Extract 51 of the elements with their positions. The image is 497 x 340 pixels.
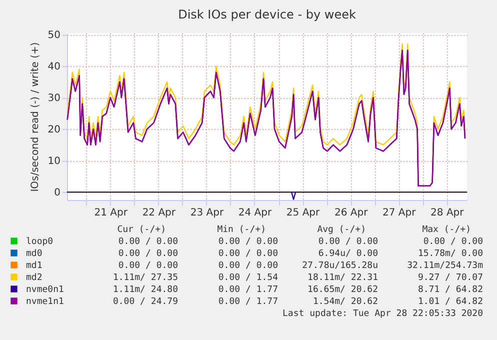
text: 8.71 / 64.82	[418, 285, 483, 295]
legend-label: nvme1n1	[26, 297, 64, 307]
text: 0.00 / 1.54	[218, 273, 278, 283]
text: 32.11m/254.73m	[407, 261, 483, 271]
text: 0.00 / 0.00	[318, 237, 378, 247]
text: 0.00 / 0.00	[218, 261, 278, 271]
text: 0.00 / 1.77	[218, 297, 278, 307]
text: 1.11m/ 27.35	[112, 273, 178, 283]
text: Cur (-/+)	[117, 225, 166, 235]
text: 9.27 / 70.07	[418, 273, 483, 283]
text: 0.00 / 0.00	[423, 237, 483, 247]
text: 0.00 / 0.00	[218, 249, 278, 259]
text: Max (-/+)	[422, 225, 471, 235]
x-tick-label: 21 Apr	[94, 208, 128, 218]
text: 1.54m/ 20.62	[312, 297, 378, 307]
text: 18.11m/ 22.31	[308, 273, 378, 283]
x-tick-label: 26 Apr	[334, 208, 369, 218]
text: 6.94u/ 0.00	[318, 249, 378, 259]
text: 1.01 / 64.82	[418, 297, 483, 307]
text: 0.00 / 0.00	[118, 249, 178, 259]
y-tick-label: 40	[48, 62, 60, 73]
x-tick-label: 22 Apr	[142, 208, 176, 218]
legend-label: loop0	[26, 237, 54, 247]
text: Avg (-/+)	[317, 225, 366, 235]
legend-label: md2	[26, 273, 42, 283]
legend-label: md1	[26, 261, 42, 271]
y-tick-label: 30	[48, 93, 60, 104]
y-tick-label: 0	[54, 188, 60, 199]
text: Min (-/+)	[217, 225, 266, 235]
legend-label: nvme0n1	[26, 285, 64, 295]
y-tick-label: 20	[48, 124, 60, 136]
text: 0.00 / 24.79	[112, 297, 178, 307]
x-tick-label: 24 Apr	[238, 208, 272, 218]
y-tick-label: 50	[48, 30, 60, 42]
x-tick-label: 27 Apr	[382, 208, 417, 218]
text: 27.78u/165.28u	[302, 261, 378, 271]
text: 0.00 / 0.00	[218, 237, 278, 247]
text: Last update: Tue Apr 28 22:05:33 2020	[282, 309, 483, 319]
y-tick-label: 10	[48, 156, 60, 168]
chart-title: Disk IOs per device - by week	[178, 8, 356, 22]
text: 0.00 / 0.00	[118, 237, 178, 247]
text: 15.78m/ 0.00	[418, 249, 483, 259]
x-tick-label: 25 Apr	[286, 208, 321, 218]
x-tick-label: 28 Apr	[430, 208, 465, 218]
text: 0.00 / 0.00	[118, 261, 178, 271]
y-axis-title: IOs/second read (-) / write (+)	[30, 42, 41, 192]
x-tick-label: 23 Apr	[190, 208, 224, 218]
text: 1.11m/ 24.80	[112, 285, 178, 295]
text: 16.65m/ 20.62	[308, 285, 378, 295]
text: 0.00 / 1.77	[218, 285, 278, 295]
legend-label: md0	[26, 249, 42, 259]
